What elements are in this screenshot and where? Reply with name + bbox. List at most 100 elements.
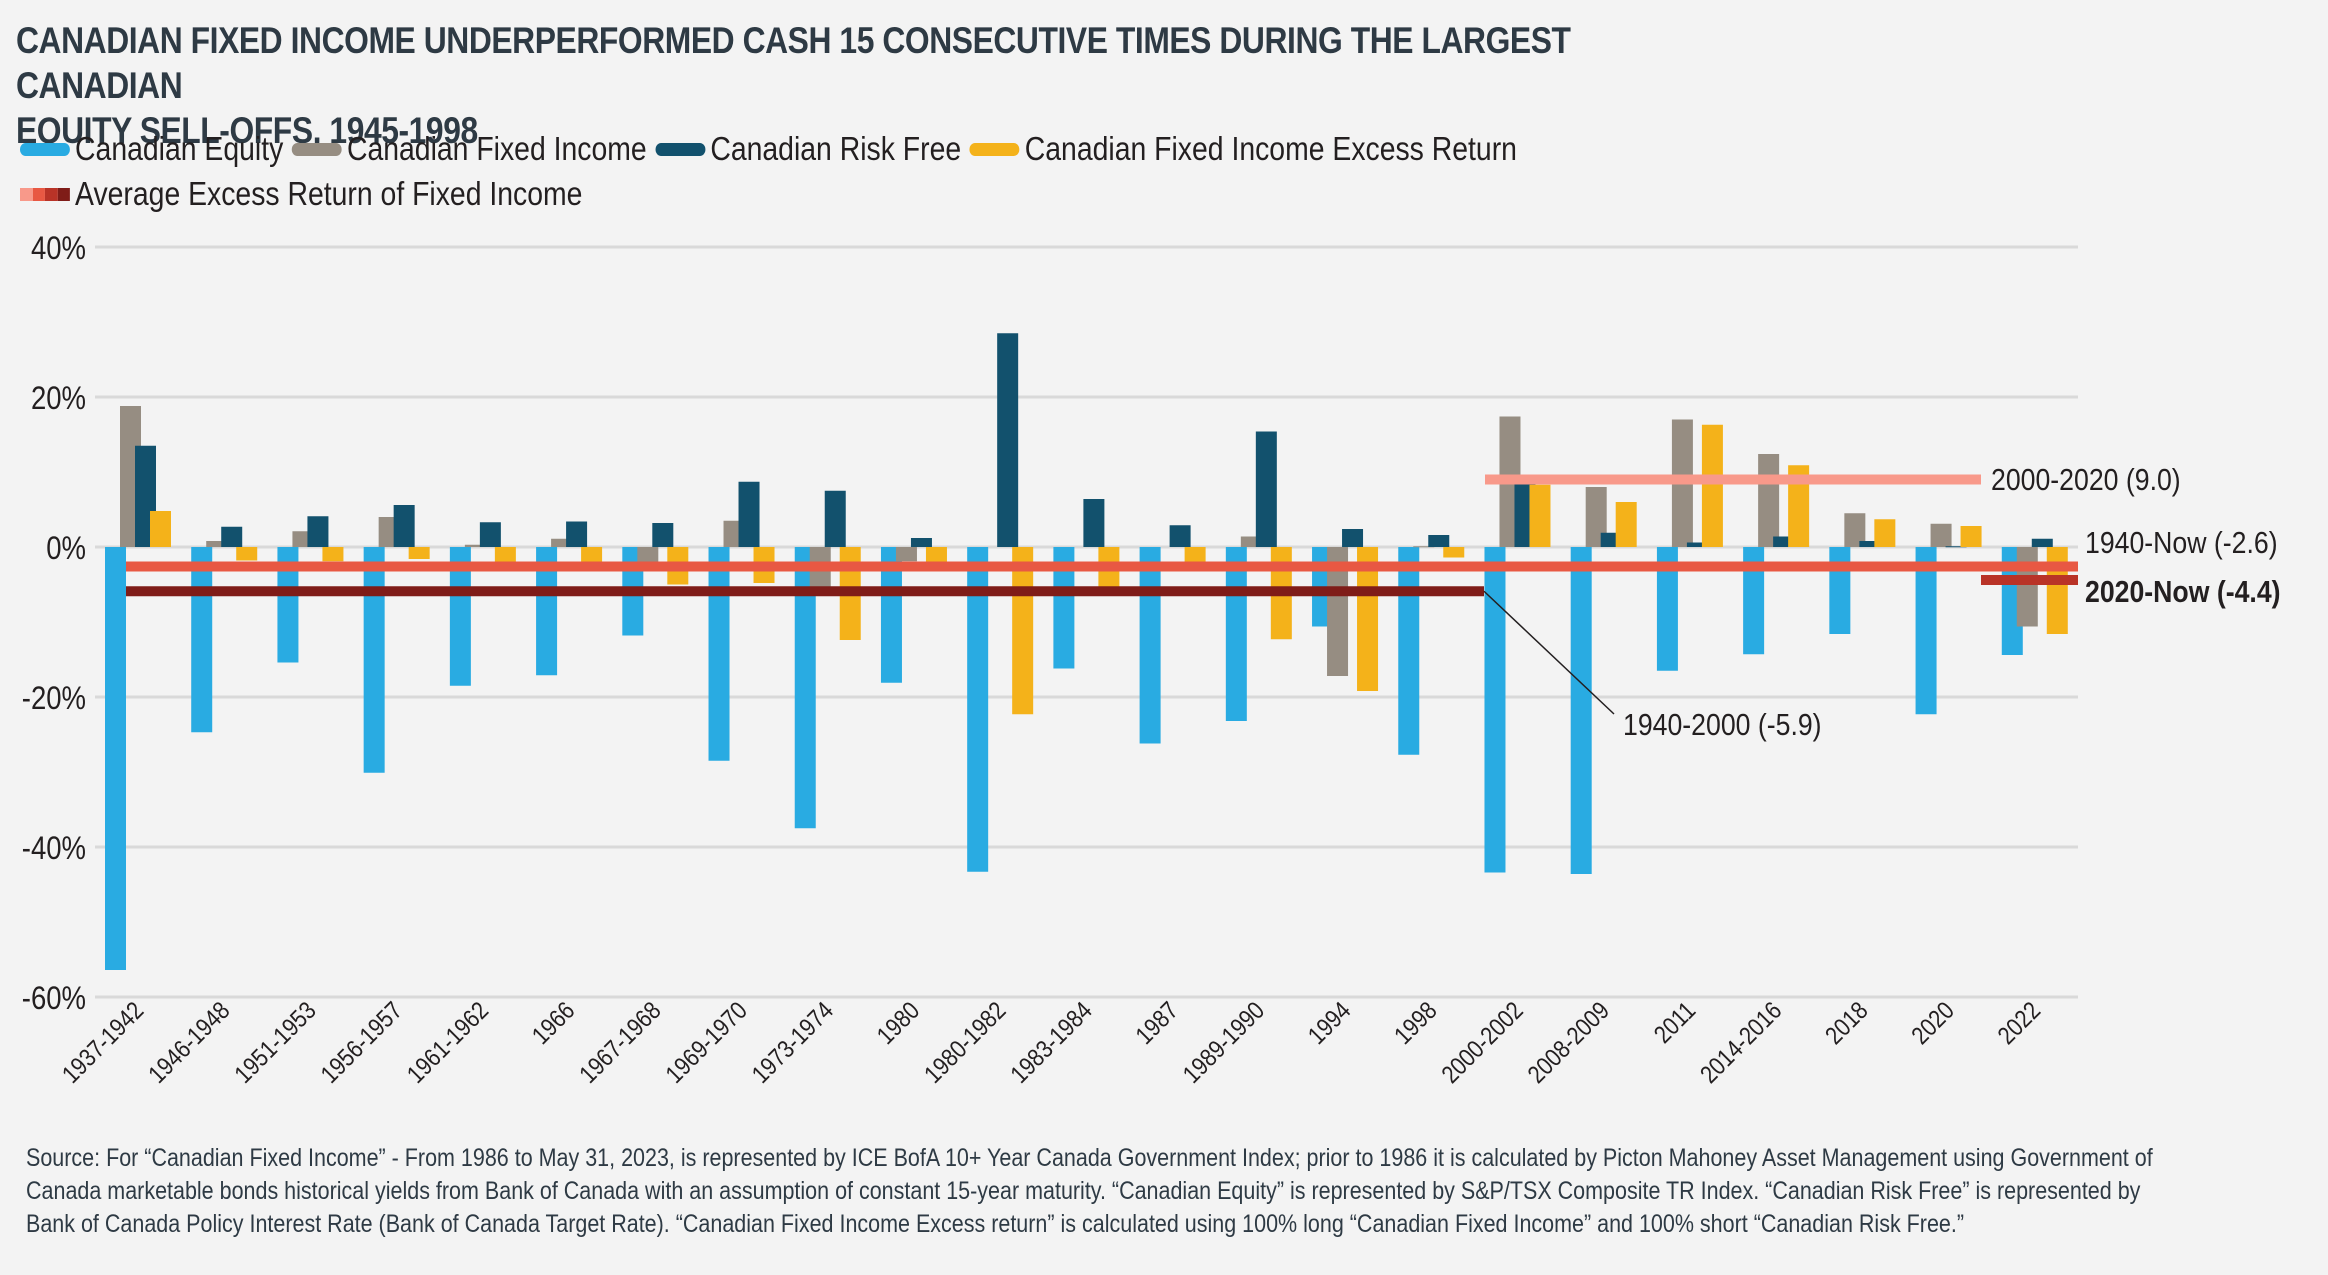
bar-canadian-fixed-income-excess-return [1529,484,1551,547]
bar-canadian-risk-free [738,481,760,547]
bar-canadian-fixed-income-excess-return [150,511,171,547]
bar-canadian-fixed-income [1327,547,1349,676]
x-tick-label: 1980 [871,996,925,1050]
bar-canadian-equity [1139,547,1161,744]
bar-canadian-fixed-income-excess-return [1012,547,1034,715]
footnote-line-1: Source: For “Canadian Fixed Income” - Fr… [26,1144,2153,1172]
bar-canadian-fixed-income [1930,523,1952,547]
bar-canadian-risk-free [1859,541,1881,547]
legend-swatch-average-excess [20,187,70,201]
bar-canadian-equity [794,547,816,829]
bar-canadian-fixed-income-excess-return [1874,519,1896,547]
legend-label-risk-free: Canadian Risk Free [710,130,962,167]
legend-item-fixed-income: Canadian Fixed Income [291,130,647,168]
swatch-segment [44,187,58,201]
x-axis-ticks: 1937-19421946-19481951-19531956-19571961… [56,996,2045,1088]
x-tick-label: 2020 [1906,996,1960,1050]
bar-canadian-fixed-income [1758,454,1780,547]
bar-canadian-equity [1915,547,1937,715]
legend-label-average-excess: Average Excess Return of Fixed Income [75,175,583,212]
bar-canadian-fixed-income-excess-return [2046,547,2068,634]
bar-canadian-risk-free [1428,535,1450,547]
bar-canadian-risk-free [652,523,674,547]
y-tick-label: -20% [22,681,86,716]
y-tick-label: -40% [22,831,86,866]
reference-line-label: 2000-2020 (9.0) [1991,463,2181,497]
bar-canadian-risk-free [221,526,243,547]
bar-canadian-equity [1398,547,1420,755]
chart-title: CANADIAN FIXED INCOME UNDERPERFORMED CAS… [16,18,1650,153]
bar-canadian-fixed-income-excess-return [1701,424,1723,547]
x-tick-label: 2011 [1648,996,1700,1048]
swatch-segment [57,187,70,201]
reference-lines: 2000-2020 (9.0) 1940-Now (-2.6) 2020-Now (… [126,463,2281,743]
title-line-2: EQUITY SELL-OFFS, 1945-1998 [16,110,478,151]
bar-canadian-fixed-income-excess-return [1960,526,1982,547]
x-tick-label: 1966 [526,996,580,1050]
legend: Canadian Equity Canadian Fixed Income Ca… [20,130,1526,168]
bar-canadian-fixed-income [1844,513,1866,547]
x-tick-label: 1946-1948 [143,996,235,1088]
legend-label-equity: Canadian Equity [75,130,284,167]
bar-canadian-fixed-income-excess-return [581,547,603,564]
bar-canadian-risk-free [1255,431,1277,547]
y-tick-label: 20% [31,381,86,416]
reference-line-label: 2020-Now (-4.4) [2085,575,2281,609]
reference-line-label: 1940-Now (-2.6) [2085,526,2278,560]
source-footnote: Source: For “Canadian Fixed Income” - Fr… [26,1142,2245,1241]
x-tick-label: 1969-1970 [660,996,752,1088]
reference-line-label: 1940-2000 (-5.9) [1623,708,1822,742]
gridlines [95,245,2078,999]
bar-canadian-fixed-income [206,541,228,547]
x-tick-label: 1973-1974 [746,996,838,1088]
bar-canadian-equity [105,547,126,970]
x-tick-label: 2018 [1820,996,1874,1050]
legend-item-average-excess: Average Excess Return of Fixed Income [20,175,582,213]
bar-canadian-risk-free [997,333,1019,547]
bar-canadian-fixed-income [895,547,917,562]
x-tick-label: 1961-1962 [401,996,493,1088]
bar-canadian-fixed-income-excess-return [236,547,258,561]
legend-swatch-fixed-income [291,142,342,156]
swatch-segment [20,187,33,201]
x-tick-label: 2000-2002 [1436,996,1528,1088]
legend-item-risk-free: Canadian Risk Free [655,130,961,168]
bar-canadian-risk-free [910,538,932,547]
bar-canadian-equity [967,547,989,872]
x-tick-label: 1983-1984 [1005,996,1097,1088]
bars [105,333,2068,970]
bar-canadian-risk-free [307,516,329,547]
bar-canadian-fixed-income-excess-return [1443,547,1465,558]
bar-canadian-risk-free [824,490,846,547]
footnote-line-2: Canada marketable bonds historical yield… [26,1177,2141,1205]
legend-item-excess-return: Canadian Fixed Income Excess Return [969,130,1517,168]
bar-canadian-equity [708,547,730,761]
swatch-segment [32,187,45,201]
bar-canadian-risk-free [1773,536,1795,547]
bar-canadian-equity [536,547,558,676]
bar-canadian-risk-free [566,521,588,547]
bar-canadian-fixed-income [1585,487,1607,547]
bar-canadian-fixed-income [551,538,573,547]
bar-canadian-fixed-income [1240,536,1262,547]
x-tick-label: 1967-1968 [574,996,666,1088]
bar-canadian-equity [191,547,213,733]
bar-canadian-fixed-income-excess-return [322,547,344,562]
footnote-line-3: Bank of Canada Policy Interest Rate (Ban… [26,1210,1965,1238]
legend-swatch-equity [20,142,70,156]
bar-canadian-risk-free [1083,499,1105,547]
bar-canadian-equity [363,547,385,773]
bar-canadian-equity [1743,547,1765,655]
bar-canadian-equity [1053,547,1075,669]
bar-canadian-risk-free [1945,546,1967,548]
x-tick-label: 1951-1953 [229,996,321,1088]
legend-swatch-risk-free [655,142,706,156]
bar-chart: 40% 20% 0% -20% -40% -60% 2000-2020 (9.0) 1940… [22,231,2281,1088]
y-tick-label: 0% [46,531,86,566]
bar-canadian-fixed-income-excess-return [1788,465,1810,547]
legend-label-fixed-income: Canadian Fixed Income [346,130,647,167]
legend-label-excess-return: Canadian Fixed Income Excess Return [1024,130,1517,167]
x-tick-label: 2022 [1992,996,2046,1050]
x-tick-label: 1956-1957 [315,996,407,1088]
bar-canadian-fixed-income-excess-return [1357,547,1379,691]
